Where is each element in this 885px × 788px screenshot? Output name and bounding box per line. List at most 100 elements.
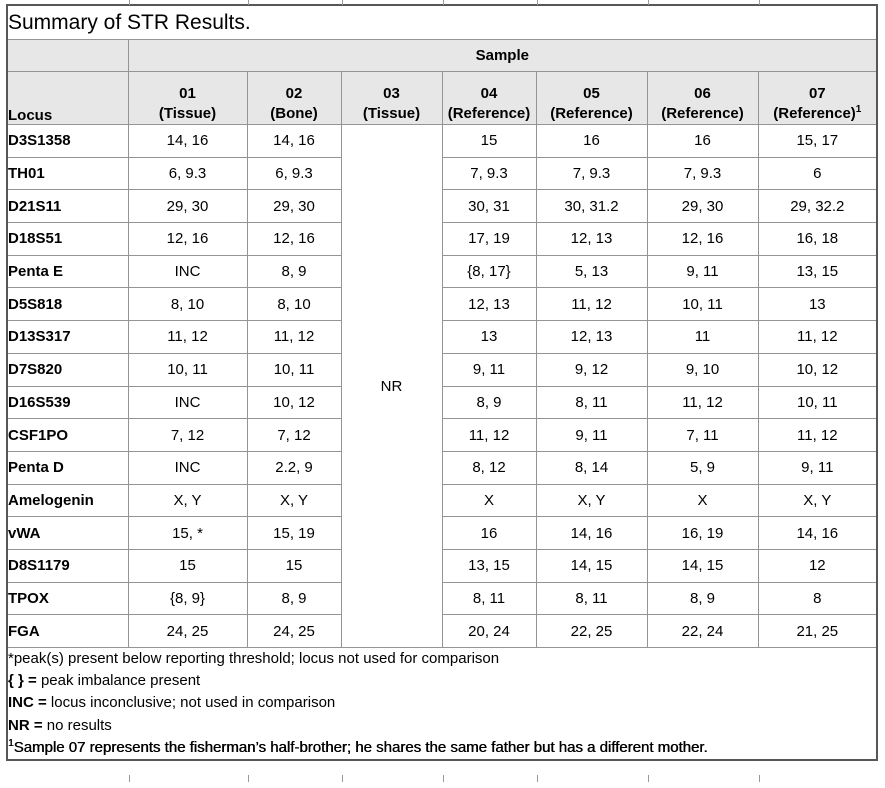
blank-corner-cell [6, 39, 129, 72]
allele-value-cell: 29, 30 [246, 189, 342, 224]
allele-value-cell: 30, 31 [441, 189, 537, 224]
table-row: D13S317 11, 12 11, 12 13 12, 13 11 11, 12 [6, 320, 878, 354]
allele-value-cell: 12, 16 [127, 222, 248, 256]
footnotes-list: *peak(s) present below reporting thresho… [8, 648, 876, 759]
allele-value-cell: 24, 25 [246, 614, 342, 648]
allele-value-cell: 12 [757, 548, 878, 583]
allele-value-cell: 16, 18 [757, 222, 878, 256]
allele-value-cell: 16 [441, 516, 537, 550]
allele-value-cell: 5, 13 [535, 254, 648, 289]
allele-value-cell: 13, 15 [757, 254, 878, 289]
footnote-text: no results [42, 716, 112, 734]
allele-value-cell: 12, 13 [535, 320, 648, 354]
footnote-text: peak imbalance present [36, 672, 201, 690]
column-header-sample-04: 04 (Reference) [441, 71, 537, 125]
sample-type: (Reference) [537, 104, 647, 124]
sample-type-label: (Tissue) [362, 105, 421, 122]
table-row: D21S11 29, 30 29, 30 30, 31 30, 31.2 29, 30 29… [6, 189, 878, 224]
sample-type: (Reference) [443, 104, 536, 124]
allele-value-cell: 10, 12 [757, 352, 878, 387]
allele-value-cell: 8, 11 [535, 581, 648, 616]
allele-value-cell: 8, 9 [646, 581, 759, 616]
sample-number: 01 [179, 85, 196, 102]
allele-value-cell: 13 [757, 287, 878, 322]
sample-type-label: (Reference) [661, 105, 744, 122]
table-row: D7S820 10, 11 10, 11 9, 11 9, 12 9, 10 10, 12 [6, 352, 878, 387]
allele-value-cell: 11, 12 [757, 418, 878, 452]
allele-value-cell: 10, 11 [646, 287, 759, 322]
page-title: Summary of STR Results. [6, 4, 878, 40]
allele-value-cell: 15, 17 [757, 124, 878, 158]
sample-number: 07 [808, 85, 826, 102]
allele-value-cell: 13 [441, 320, 537, 354]
locus-name: Penta D [6, 450, 129, 485]
allele-value-cell: X, Y [535, 483, 648, 518]
sample-number: 05 [583, 85, 600, 102]
allele-value-cell: 8, 10 [246, 287, 342, 322]
allele-value-cell: 11, 12 [246, 320, 342, 354]
allele-value-cell: 14, 16 [535, 516, 648, 550]
allele-value-cell: 11, 12 [646, 385, 759, 420]
allele-value-cell: 9, 11 [535, 418, 648, 452]
grid-tick [537, 775, 538, 782]
locus-name: D16S539 [6, 385, 129, 420]
allele-value-cell: 29, 30 [646, 189, 759, 224]
allele-value-cell: 15 [127, 548, 248, 583]
sample-type: (Reference)1 [759, 104, 877, 124]
footnote-marker: 1 [8, 737, 14, 749]
allele-value-cell: 9, 10 [646, 352, 759, 387]
grid-tick [342, 0, 343, 5]
merged-no-results-cell: NR [340, 124, 443, 648]
footnote-line: INC = locus inconclusive; not used in co… [8, 692, 876, 714]
locus-name: D21S11 [6, 189, 129, 224]
locus-name: D7S820 [6, 352, 129, 387]
sample-type: (Bone) [248, 104, 341, 124]
allele-value-cell: 14, 15 [646, 548, 759, 583]
locus-name: D8S1179 [6, 548, 129, 583]
grid-tick [759, 0, 760, 5]
allele-value-cell: INC [127, 450, 248, 485]
table-row: Penta E INC 8, 9 {8, 17} 5, 13 9, 11 13, 15 [6, 254, 878, 289]
column-header-sample-06: 06 (Reference) [646, 71, 759, 125]
group-header-row: Sample [6, 39, 878, 72]
allele-value-cell: 6, 9.3 [246, 156, 342, 191]
sample-number: 06 [694, 85, 711, 102]
sample-type-label: (Reference) [773, 105, 856, 122]
locus-name: D3S1358 [6, 124, 129, 158]
allele-value-cell: 8, 14 [535, 450, 648, 485]
allele-value-cell: 6, 9.3 [127, 156, 248, 191]
footnotes-cell: *peak(s) present below reporting thresho… [6, 647, 878, 761]
footnote-text: Sample 07 represents the fisherman’s hal… [13, 738, 708, 756]
grid-tick [248, 0, 249, 5]
allele-value-cell: 12, 13 [535, 222, 648, 256]
allele-value-cell: 14, 16 [757, 516, 878, 550]
allele-value-cell: 8 [757, 581, 878, 616]
footnotes-row: *peak(s) present below reporting thresho… [6, 647, 878, 761]
allele-value-cell: 12, 16 [246, 222, 342, 256]
allele-value-cell: 15 [441, 124, 537, 158]
locus-name: D5S818 [6, 287, 129, 322]
allele-value-cell: 13, 15 [441, 548, 537, 583]
allele-value-cell: 24, 25 [127, 614, 248, 648]
allele-value-cell: 14, 15 [535, 548, 648, 583]
allele-value-cell: 10, 11 [757, 385, 878, 420]
table-row: TH01 6, 9.3 6, 9.3 7, 9.3 7, 9.3 7, 9.3 6 [6, 156, 878, 191]
column-header-sample-01: 01 (Tissue) [127, 71, 248, 125]
grid-tick [537, 0, 538, 5]
allele-value-cell: 8, 9 [246, 581, 342, 616]
grid-tick [648, 775, 649, 782]
allele-value-cell: 11, 12 [127, 320, 248, 354]
allele-value-cell: 15, 19 [246, 516, 342, 550]
allele-value-cell: 11, 12 [757, 320, 878, 354]
table-row: D3S1358 14, 16 14, 16 NR 15 16 16 15, 17 [6, 124, 878, 648]
footnote-term: INC = [8, 694, 47, 712]
summary-table: Summary of STR Results. Sample Locus 01 (… [6, 4, 879, 762]
grid-tick [129, 0, 130, 5]
locus-name: Amelogenin [6, 483, 129, 518]
allele-value-cell: 8, 9 [246, 254, 342, 289]
allele-value-cell: X, Y [127, 483, 248, 518]
sample-type-label: (Reference) [550, 105, 633, 122]
allele-value-cell: 14, 16 [127, 124, 248, 158]
allele-value-cell: 7, 12 [127, 418, 248, 452]
table-row: D8S1179 15 15 13, 15 14, 15 14, 15 12 [6, 548, 878, 583]
